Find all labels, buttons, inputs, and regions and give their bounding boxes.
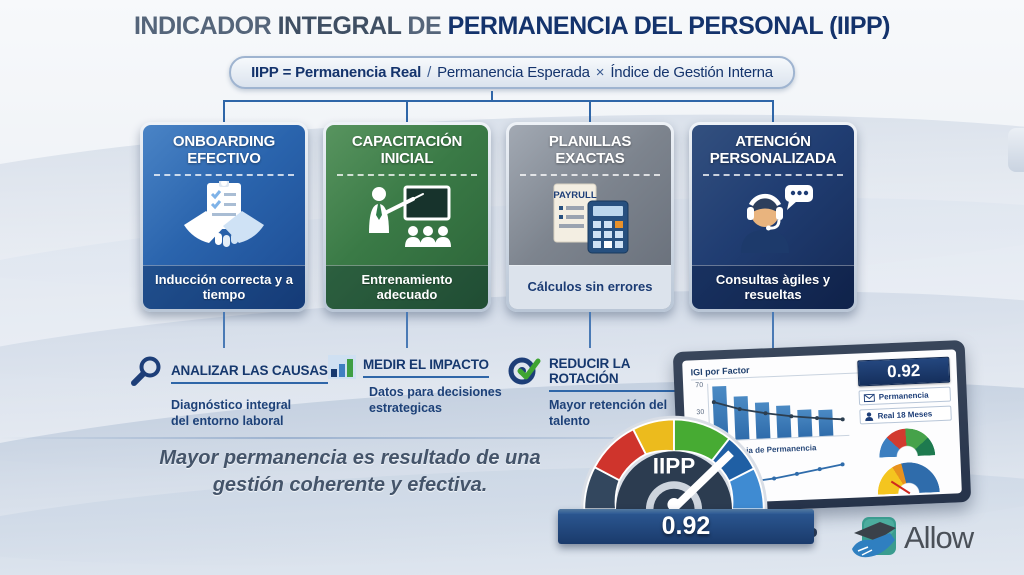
divider-line: [0, 437, 700, 439]
connector-line: [772, 312, 774, 348]
logo-text: Allow: [904, 520, 974, 555]
pillar-onboarding: ONBOARDING EFECTIVO: [140, 116, 308, 318]
tagline-line2: gestión coherente y efectiva.: [212, 474, 488, 496]
gauge-pedestal: 0.92: [558, 509, 814, 544]
envelope-icon: [863, 393, 875, 402]
formula-denominator: Permanencia Esperada: [437, 64, 590, 81]
dashed-divider: [520, 173, 660, 176]
payroll-calculator-icon: PAYRULL: [509, 178, 671, 265]
payroll-doc-label: PAYRULL: [553, 190, 596, 201]
action-subtitle: Mayor retención del talento: [549, 398, 668, 428]
dashboard-score: 0.92: [857, 356, 951, 387]
cutoff-decoration: [1008, 128, 1024, 172]
title-part: PERMANENCIA DEL PERSONAL (IIPP): [447, 12, 891, 40]
trainer-blackboard-icon: [326, 178, 488, 265]
mini-gauge-needle-icon: [876, 461, 940, 495]
title-part: DE: [407, 12, 442, 40]
dashed-divider: [337, 173, 477, 176]
formula-lhs: IIPP: [251, 64, 279, 81]
connector-line: [223, 100, 774, 102]
pillar-title: PLANILLAS EXACTAS: [548, 133, 632, 167]
magnifier-icon: [130, 355, 164, 392]
connector-line: [772, 100, 774, 122]
action-title: ANALIZAR LAS CAUSAS: [171, 363, 328, 384]
tagline-line1: Mayor permanencia es resultado de una: [159, 447, 541, 469]
page-title: INDICADOR INTEGRAL DE PERMANENCIA DEL PE…: [0, 12, 1024, 41]
gauge-label: IIPP: [653, 454, 695, 479]
connector-line: [491, 91, 493, 101]
iipp-gauge: IIPP 0.92: [558, 404, 814, 544]
action-subtitle: Datos para decisiones estrategicas: [369, 385, 502, 415]
target-check-icon: [508, 355, 542, 392]
formula-slash: /: [427, 64, 432, 81]
pillar-title: ATENCIÓN PERSONALIZADA: [709, 133, 837, 167]
iipp-formula: IIPP = Permanencia Real / Permanencia Es…: [229, 56, 795, 89]
pillar-caption: Consultas àgiles y resueltas: [692, 265, 854, 309]
clipboard-handshake-icon: [143, 178, 305, 265]
legend-real-18-meses: Real 18 Meses: [859, 405, 952, 425]
connector-line: [589, 312, 591, 348]
action-title: REDUCIR LA ROTACIÓN: [549, 356, 698, 392]
pillar-title: ONBOARDING EFECTIVO: [172, 133, 276, 167]
legend-permanencia: Permanencia: [858, 386, 952, 406]
bar-chart-icon: [328, 355, 356, 379]
pillar-title: CAPACITACIÓN INICIAL: [351, 133, 463, 167]
pillar-planillas: PLANILLAS EXACTAS PAYRULL: [506, 116, 674, 318]
connector-line: [589, 100, 591, 122]
support-agent-icon: [692, 178, 854, 265]
legend-label: Real 18 Meses: [877, 409, 933, 421]
action-analizar: ANALIZAR LAS CAUSAS Diagnóstico integral…: [130, 355, 330, 429]
pillar-caption: Cálculos sin errores: [509, 265, 671, 309]
gauge-value: 0.92: [661, 512, 711, 540]
action-medir: MEDIR EL IMPACTO Datos para decisiones e…: [328, 355, 518, 416]
mini-gauge-icon: [878, 427, 936, 458]
dashed-divider: [154, 173, 294, 176]
action-title: MEDIR EL IMPACTO: [363, 357, 489, 378]
title-part: INDICADOR: [133, 12, 272, 40]
y-tick: 70: [695, 381, 704, 390]
connector-line: [406, 100, 408, 122]
title-part: INTEGRAL: [277, 12, 402, 40]
connector-line: [223, 100, 225, 122]
allow-logo: Allow: [850, 513, 974, 563]
formula-factor: Índice de Gestión Interna: [610, 64, 773, 81]
pillar-atencion: ATENCIÓN PERSONALIZADA Consultas à: [689, 116, 857, 318]
pillar-capacitacion: CAPACITACIÓN INICIAL Entrena: [323, 116, 491, 318]
dashed-divider: [703, 173, 843, 176]
formula-numerator: Permanencia Real: [295, 64, 422, 81]
formula-times: ×: [595, 64, 605, 81]
tagline: Mayor permanencia es resultado de una ge…: [140, 445, 560, 499]
formula-equals: =: [282, 64, 292, 81]
dashboard-side-panel: 0.92 Permanencia Real 18 Meses: [857, 356, 955, 496]
pillar-caption: Entrenamiento adecuado: [326, 265, 488, 309]
gauge-dial-icon: IIPP: [580, 415, 768, 512]
person-icon: [865, 412, 874, 422]
connector-line: [223, 312, 225, 348]
legend-label: Permanencia: [878, 390, 929, 402]
action-reducir: REDUCIR LA ROTACIÓN Mayor retención del …: [508, 355, 698, 429]
action-subtitle: Diagnóstico integral del entorno laboral: [171, 398, 292, 428]
handshake-logo-icon: [852, 517, 896, 558]
connector-line: [406, 312, 408, 348]
pillar-caption: Inducción correcta y a tiempo: [143, 265, 305, 309]
